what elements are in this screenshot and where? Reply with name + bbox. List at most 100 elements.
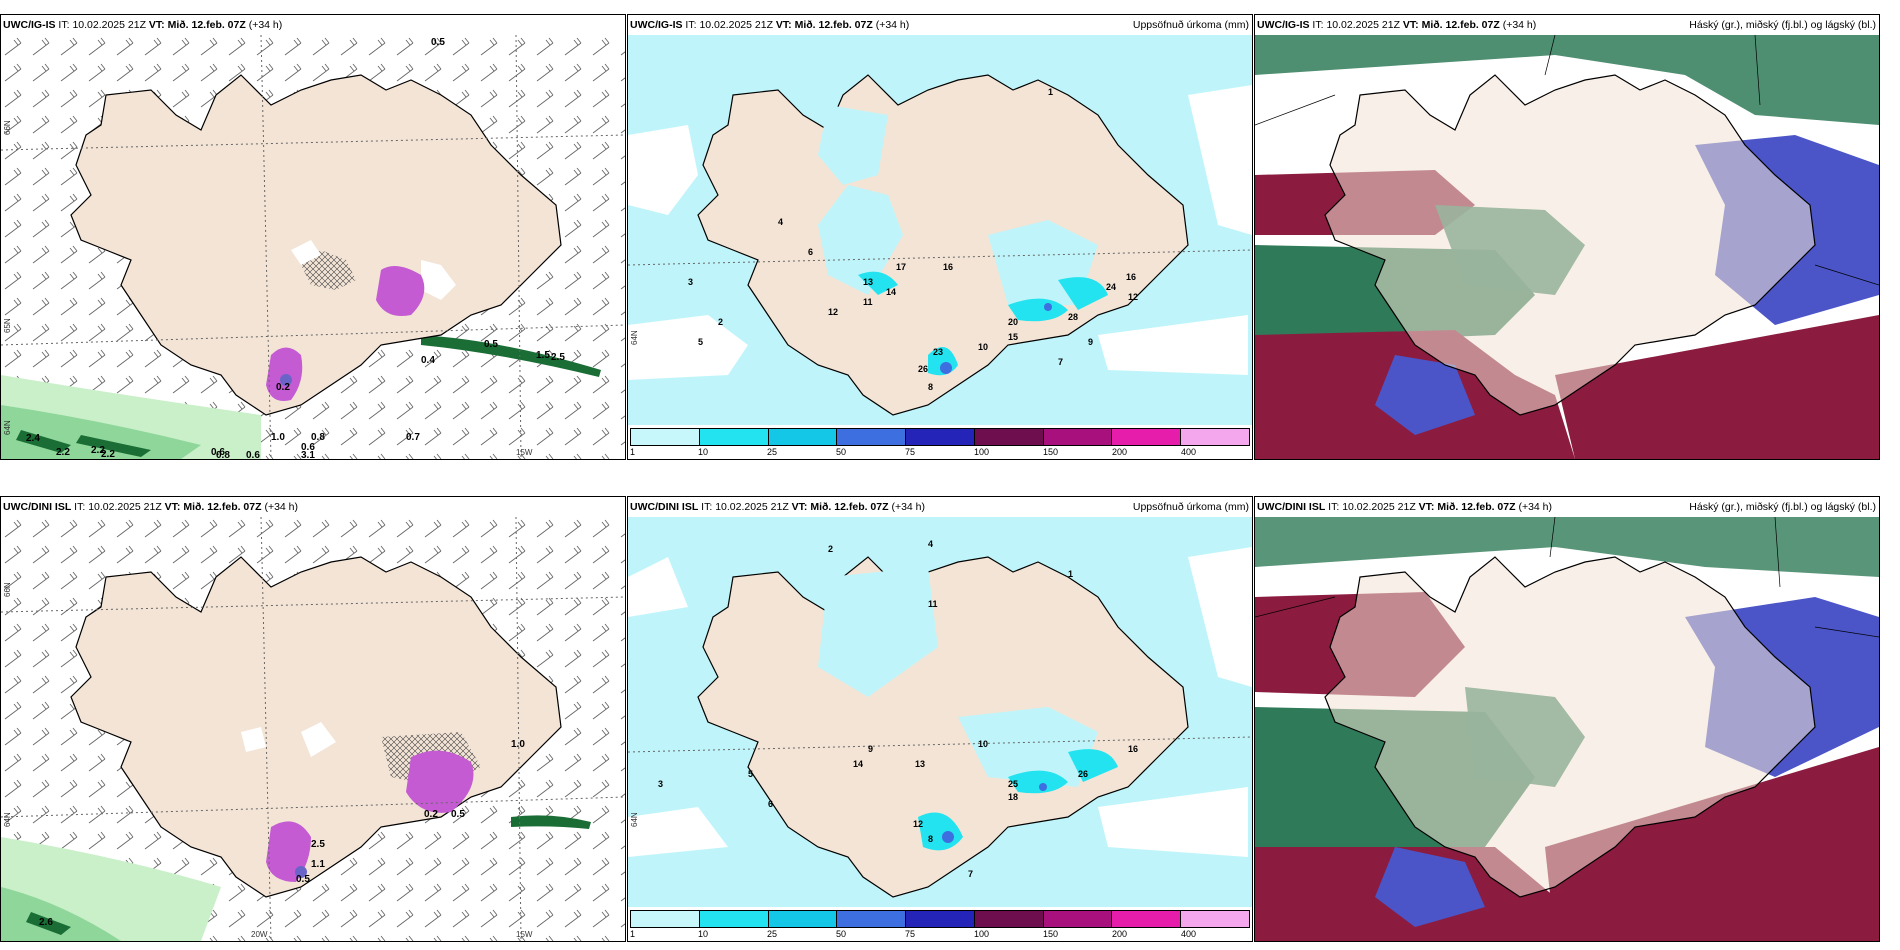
panel-header: UWC/IG-IS IT: 10.02.2025 21Z VT: Mið. 12… — [1257, 19, 1537, 31]
legend-label: 10 — [698, 447, 709, 457]
legend-label: 10 — [698, 929, 709, 939]
legend-swatch — [906, 429, 975, 445]
val: 16 — [943, 262, 953, 272]
legend-swatch — [974, 429, 1044, 445]
panel-header: UWC/DINI ISL IT: 10.02.2025 21Z VT: Mið.… — [630, 501, 926, 513]
panel-clouds-top: UWC/IG-IS IT: 10.02.2025 21Z VT: Mið. 12… — [1254, 14, 1880, 460]
val: 2 — [828, 544, 833, 554]
legend-label: 400 — [1181, 929, 1197, 939]
legend-swatch — [1043, 429, 1113, 445]
val: 23 — [933, 347, 943, 357]
val: 17 — [896, 262, 906, 272]
legend-swatch — [699, 429, 769, 445]
val: 24 — [1106, 282, 1116, 292]
val: 8 — [928, 382, 933, 392]
panel-header: UWC/IG-IS IT: 10.02.2025 21Z VT: Mið. 12… — [3, 19, 283, 31]
val: 13 — [863, 277, 873, 287]
val: 14 — [853, 759, 863, 769]
legend-swatch — [1112, 429, 1182, 445]
legend-label: 75 — [905, 929, 916, 939]
val: 15 — [1008, 332, 1018, 342]
val: 6 — [768, 799, 773, 809]
val: 2.2 — [101, 449, 115, 459]
val: 0.5 — [484, 339, 498, 350]
val: 11 — [928, 599, 938, 609]
axis-label-lon: 15W — [516, 930, 533, 939]
val: 0.5 — [296, 874, 310, 885]
val: 2.5 — [551, 352, 565, 363]
legend-swatch — [1181, 429, 1250, 445]
val: 5 — [698, 337, 703, 347]
val: 0.8 — [216, 450, 230, 459]
legend-label: 100 — [974, 929, 990, 939]
axis-label-lat: 66N — [3, 582, 12, 597]
val: 0.5 — [431, 37, 445, 48]
val: 3 — [658, 779, 663, 789]
iceland-land — [70, 74, 562, 416]
legend-swatch — [768, 911, 838, 927]
val: 0.2 — [276, 382, 290, 393]
panel-wind-bottom: UWC/DINI ISL IT: 10.02.2025 21Z VT: Mið.… — [0, 496, 626, 942]
val: 11 — [863, 297, 873, 307]
val: 26 — [1078, 769, 1088, 779]
precip-map: 4 2 3 1 5 6 11 9 13 14 10 25 18 26 16 8 … — [628, 517, 1252, 907]
val: 0.4 — [421, 355, 435, 366]
val: 2.2 — [91, 445, 105, 456]
legend-swatch — [906, 911, 975, 927]
axis-label-lon: 20W — [251, 930, 268, 939]
legend-swatch — [768, 429, 838, 445]
axis-label-lat: 64N — [630, 330, 639, 345]
panel-header: UWC/IG-IS IT: 10.02.2025 21Z VT: Mið. 12… — [630, 19, 910, 31]
wind-map: 1.0 0.5 2.5 1.1 2.6 0.2 0.5 20W 15W — [1, 517, 625, 941]
legend-label: 25 — [767, 447, 778, 457]
iceland-land — [1324, 74, 1816, 416]
val: 0.5 — [451, 809, 465, 820]
precip-map: 3 5 2 4 6 1 17 16 14 13 11 12 23 28 20 1… — [628, 35, 1252, 425]
val: 1 — [1068, 569, 1073, 579]
precip-legend: 1 10 25 50 75 100 150 200 400 — [628, 907, 1252, 941]
val: 1 — [1048, 87, 1053, 97]
val: 12 — [1128, 292, 1138, 302]
axis-label-lat: 64N — [3, 420, 12, 435]
val: 9 — [1088, 337, 1093, 347]
val: 1.5 — [536, 350, 550, 361]
val: 18 — [1008, 792, 1018, 802]
panel-precip-top: UWC/IG-IS IT: 10.02.2025 21Z VT: Mið. 12… — [627, 14, 1253, 460]
axis-label-lat: 66N — [3, 120, 12, 135]
val: 10 — [978, 739, 988, 749]
panel-clouds-bottom: UWC/DINI ISL IT: 10.02.2025 21Z VT: Mið.… — [1254, 496, 1880, 942]
panel-title: Háský (gr.), miðský (fj.bl.) og lágský (… — [1689, 501, 1876, 513]
val: 3 — [688, 277, 693, 287]
legend-colorbar — [630, 428, 1250, 446]
legend-label: 200 — [1112, 929, 1128, 939]
legend-swatch — [699, 911, 769, 927]
val: 2.2 — [56, 447, 70, 458]
val: 0.6 — [246, 450, 260, 459]
val: 1.0 — [271, 432, 285, 443]
panel-header: UWC/DINI ISL IT: 10.02.2025 21Z VT: Mið.… — [3, 501, 299, 513]
legend-swatch — [631, 429, 700, 445]
precip-legend: 1 10 25 50 75 100 150 200 400 — [628, 425, 1252, 459]
legend-swatch — [1181, 911, 1250, 927]
val: 2.4 — [26, 433, 40, 444]
iceland-land — [1324, 556, 1816, 898]
iceland-land — [697, 74, 1189, 416]
legend-swatch — [837, 911, 907, 927]
val: 16 — [1128, 744, 1138, 754]
val: 5 — [748, 769, 753, 779]
val: 10 — [978, 342, 988, 352]
wind-map: 0.5 0.5 1.5 2.5 0.4 0.2 1.0 0.8 0.6 0.7 … — [1, 35, 625, 459]
legend-swatch — [974, 911, 1044, 927]
cloud-map — [1255, 517, 1879, 941]
val: 26 — [918, 364, 928, 374]
val: 2.6 — [39, 917, 53, 928]
val: 14 — [886, 287, 896, 297]
val: 0.6 — [301, 442, 315, 453]
val: 12 — [828, 307, 838, 317]
val: 6 — [808, 247, 813, 257]
val: 7 — [1058, 357, 1063, 367]
legend-swatch — [1112, 911, 1182, 927]
val: 12 — [913, 819, 923, 829]
val: 9 — [868, 744, 873, 754]
val: 25 — [1008, 779, 1018, 789]
